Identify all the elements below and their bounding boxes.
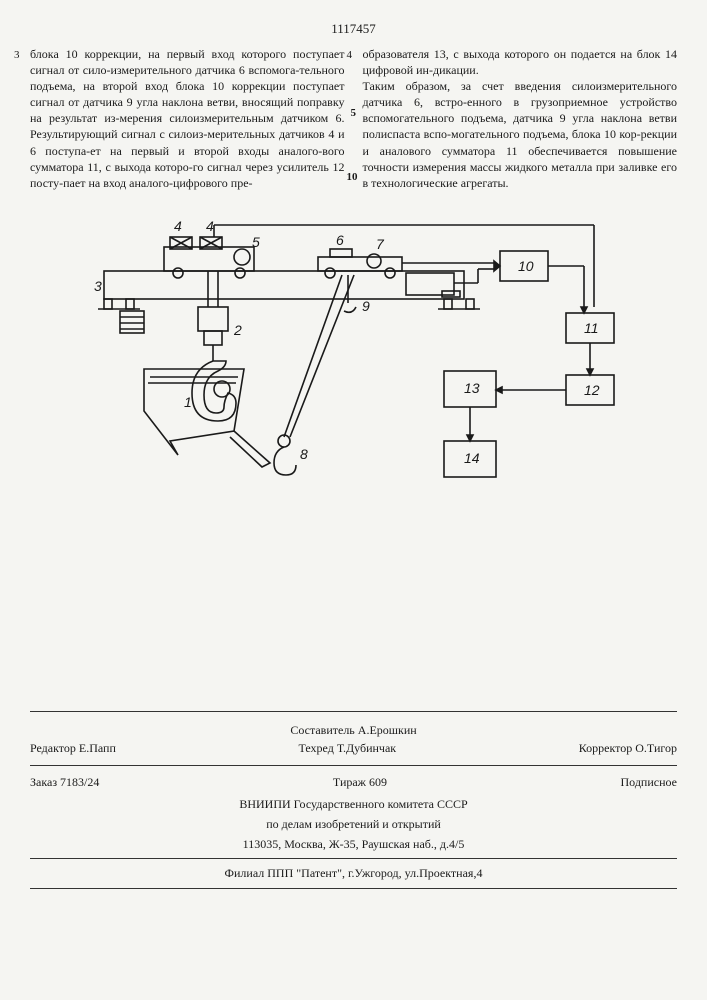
editor: Редактор Е.Папп bbox=[30, 740, 116, 756]
svg-text:4: 4 bbox=[206, 218, 214, 234]
doc-number: 1117457 bbox=[30, 20, 677, 38]
page-num-left: 3 bbox=[14, 48, 20, 63]
svg-text:12: 12 bbox=[584, 382, 600, 398]
svg-text:10: 10 bbox=[518, 258, 534, 274]
svg-text:5: 5 bbox=[252, 234, 260, 250]
page-num-right: 4 bbox=[347, 48, 353, 63]
text-columns: 3 блока 10 коррекции, на первый вход кот… bbox=[30, 46, 677, 192]
margin-10: 10 bbox=[347, 170, 358, 185]
svg-text:3: 3 bbox=[94, 278, 102, 294]
address: 113035, Москва, Ж-35, Раушская наб., д.4… bbox=[30, 836, 677, 852]
svg-text:6: 6 bbox=[336, 232, 344, 248]
right-text: образователя 13, с выхода которого он по… bbox=[363, 47, 678, 191]
techred: Техред Т.Дубинчак bbox=[299, 740, 397, 756]
order: Заказ 7183/24 bbox=[30, 774, 99, 790]
podpisnoe: Подписное bbox=[621, 774, 678, 790]
svg-text:2: 2 bbox=[233, 322, 242, 338]
org2: по делам изобретений и открытий bbox=[30, 816, 677, 832]
svg-text:8: 8 bbox=[300, 446, 308, 462]
left-text: блока 10 коррекции, на первый вход котор… bbox=[30, 47, 345, 191]
compiler: Составитель А.Ерошкин bbox=[30, 722, 677, 738]
margin-5: 5 bbox=[351, 106, 357, 121]
tirazh: Тираж 609 bbox=[333, 774, 387, 790]
svg-text:9: 9 bbox=[362, 298, 370, 314]
svg-text:13: 13 bbox=[464, 380, 480, 396]
svg-text:1: 1 bbox=[184, 394, 192, 410]
technical-diagram: 1 2 3 4 4 5 6 7 8 9 10 11 12 13 14 bbox=[74, 211, 634, 511]
org1: ВНИИПИ Государственного комитета СССР bbox=[30, 796, 677, 812]
svg-text:7: 7 bbox=[376, 236, 385, 252]
right-column: 4 5 10 образователя 13, с выхода которог… bbox=[363, 46, 678, 192]
left-column: 3 блока 10 коррекции, на первый вход кот… bbox=[30, 46, 345, 192]
filial: Филиал ППП "Патент", г.Ужгород, ул.Проек… bbox=[30, 859, 677, 888]
footer: Составитель А.Ерошкин Редактор Е.Папп Те… bbox=[30, 711, 677, 859]
corrector: Корректор О.Тигор bbox=[579, 740, 677, 756]
svg-text:14: 14 bbox=[464, 450, 480, 466]
svg-text:11: 11 bbox=[584, 320, 599, 336]
svg-text:4: 4 bbox=[174, 218, 182, 234]
